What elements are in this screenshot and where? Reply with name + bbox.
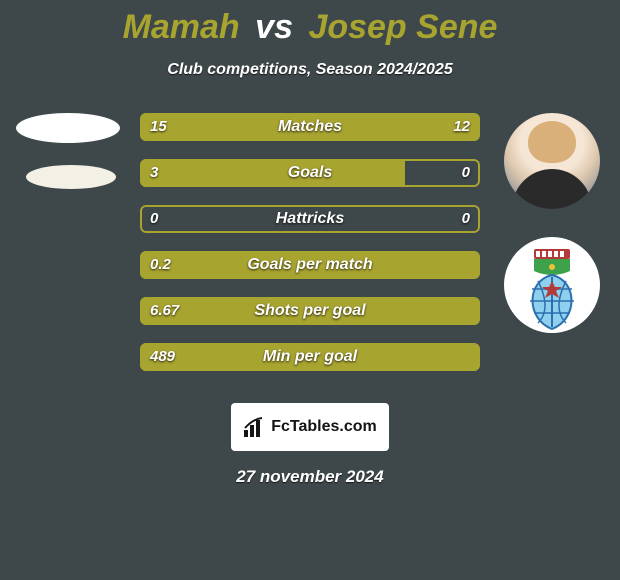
stat-value-left: 0.2 (140, 251, 181, 279)
title-vs: vs (255, 8, 293, 46)
stat-row: Goals3 0 (140, 159, 480, 187)
subtitle: Club competitions, Season 2024/2025 (0, 61, 620, 79)
title-player1: Mamah (123, 8, 240, 46)
stat-value-left: 3 (140, 159, 168, 187)
root: Mamah vs Josep Sene Club competitions, S… (0, 0, 620, 580)
stats-bars: Matches1512Goals30Hattricks00Goals per m… (140, 113, 480, 389)
page-title: Mamah vs Josep Sene (0, 8, 620, 47)
club-logo (504, 237, 600, 333)
title-player2: Josep Sene (308, 8, 497, 46)
footer-badge: FcTables.com (231, 403, 389, 451)
stat-row: Min per goal489 (140, 343, 480, 371)
stat-row: Hattricks0 0 (140, 205, 480, 233)
left-badge-2 (26, 165, 116, 189)
stat-label: Goals (140, 159, 480, 187)
stat-value-left: 15 (140, 113, 177, 141)
stat-value-left: 0 (140, 205, 168, 233)
left-column (8, 113, 128, 211)
footer-brand: FcTables.com (271, 418, 377, 436)
stat-row: Goals per match0.2 (140, 251, 480, 279)
stat-value-right: 0 (452, 159, 480, 187)
club-crest-icon (504, 237, 600, 333)
stat-value-right: 0 (452, 205, 480, 233)
stat-label: Goals per match (140, 251, 480, 279)
fctables-logo-icon (243, 416, 265, 438)
stat-value-right: 12 (443, 113, 480, 141)
stat-label: Hattricks (140, 205, 480, 233)
player-photo (504, 113, 600, 209)
left-badge-1 (16, 113, 120, 143)
stat-row: Shots per goal6.67 (140, 297, 480, 325)
stat-value-left: 489 (140, 343, 185, 371)
stat-label: Matches (140, 113, 480, 141)
stat-label: Min per goal (140, 343, 480, 371)
stat-row: Matches15 12 (140, 113, 480, 141)
stat-value-left: 6.67 (140, 297, 189, 325)
right-column (492, 113, 612, 333)
footer-date: 27 november 2024 (0, 467, 620, 487)
stat-label: Shots per goal (140, 297, 480, 325)
content-area: Matches1512Goals30Hattricks00Goals per m… (0, 113, 620, 393)
